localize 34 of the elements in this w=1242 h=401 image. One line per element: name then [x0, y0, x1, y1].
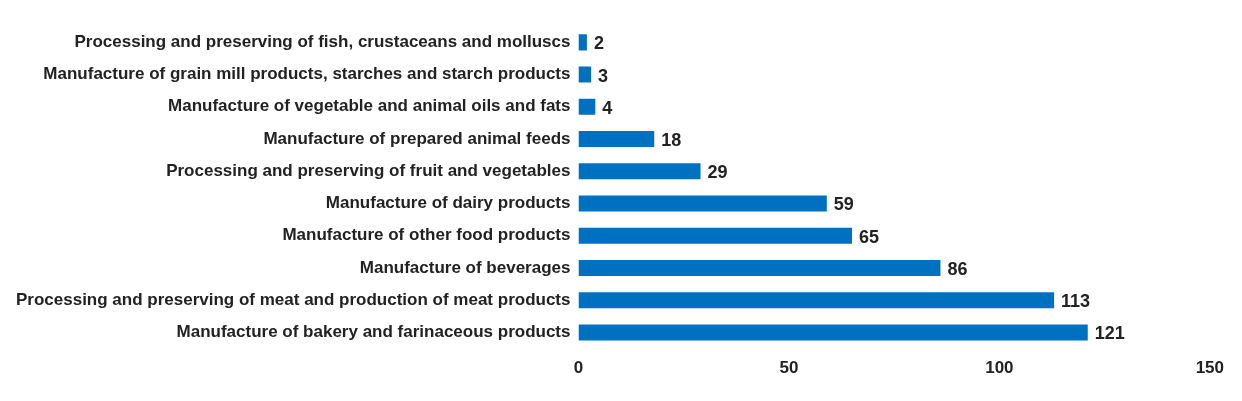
x-tick-label: 150: [1195, 358, 1225, 378]
y-tick-label: Manufacture of grain mill products, starches and starch products: [43, 64, 571, 84]
data-label: 2: [593, 33, 604, 54]
bar: [578, 66, 592, 83]
bar: [578, 324, 1088, 341]
y-tick-label: Manufacture of vegetable and animal oils and fats: [168, 96, 571, 116]
x-tick-label: 0: [573, 358, 584, 378]
y-tick-label: Processing and preserving of meat and production of meat products: [15, 289, 571, 309]
x-tick-label: 100: [985, 358, 1014, 378]
data-label: 3: [598, 65, 609, 86]
data-label: 59: [833, 194, 854, 215]
data-label: 18: [661, 130, 682, 151]
bar: [578, 98, 596, 115]
y-tick-label: Processing and preserving of fish, crustaceans and molluscs: [74, 32, 571, 52]
bar: [578, 130, 655, 148]
bar: [578, 227, 853, 244]
data-label: 86: [947, 258, 968, 279]
bar: [578, 163, 701, 180]
bar: [578, 259, 941, 277]
x-tick-label: 50: [779, 358, 799, 378]
data-label: 121: [1094, 323, 1125, 344]
data-label: 113: [1061, 291, 1091, 312]
y-tick-label: Manufacture of bakery and farinaceous products: [176, 322, 571, 342]
y-tick-label: Manufacture of dairy products: [325, 193, 571, 213]
bar: [578, 34, 587, 51]
bar: [578, 292, 1055, 309]
y-tick-label: Manufacture of beverages: [359, 257, 571, 277]
data-label: 29: [707, 162, 728, 183]
data-label: 65: [859, 226, 880, 247]
y-tick-label: Processing and preserving of fruit and vegetables: [166, 160, 571, 180]
y-tick-label: Manufacture of other food products: [282, 225, 571, 245]
y-tick-label: Manufacture of prepared animal feeds: [263, 128, 571, 148]
bar: [578, 195, 827, 212]
data-label: 4: [602, 97, 613, 118]
